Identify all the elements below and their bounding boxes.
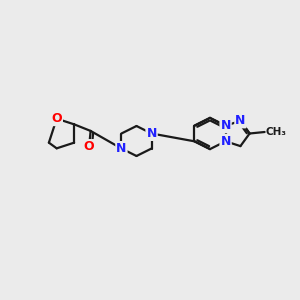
- Text: N: N: [220, 135, 231, 148]
- Text: O: O: [51, 112, 62, 125]
- Text: N: N: [235, 114, 246, 128]
- Text: N: N: [220, 119, 231, 132]
- Text: N: N: [146, 127, 157, 140]
- Text: CH₃: CH₃: [266, 127, 286, 137]
- Text: N: N: [116, 142, 127, 155]
- Text: O: O: [84, 140, 94, 153]
